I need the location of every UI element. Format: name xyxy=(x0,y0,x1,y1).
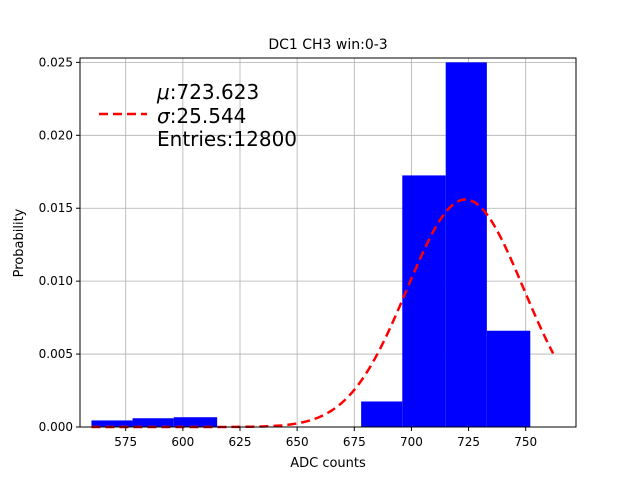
histogram-bar-2 xyxy=(174,417,217,427)
x-tick-label-5: 700 xyxy=(400,435,423,449)
y-tick-label-4: 0.020 xyxy=(39,128,73,142)
y-tick-label-3: 0.015 xyxy=(39,201,73,215)
y-tick-label-2: 0.010 xyxy=(39,274,73,288)
legend-mu-value: :723.623 xyxy=(170,80,259,104)
legend-mu-entry: μ:723.623 xyxy=(156,80,259,104)
chart-title: DC1 CH3 win:0-3 xyxy=(268,37,387,53)
legend-sigma-entry: σ:25.544 xyxy=(157,104,246,128)
y-tick-label-5: 0.025 xyxy=(39,55,73,69)
histogram-bar-10 xyxy=(487,331,530,427)
legend-sigma-value: :25.544 xyxy=(170,104,247,128)
x-tick-label-3: 650 xyxy=(286,435,309,449)
y-tick-label-1: 0.005 xyxy=(39,347,73,361)
x-tick-label-6: 725 xyxy=(457,435,480,449)
x-tick-label-1: 600 xyxy=(171,435,194,449)
histogram-bar-8 xyxy=(402,175,445,427)
x-tick-label-2: 625 xyxy=(229,435,252,449)
y-axis-label: Probability xyxy=(12,208,27,277)
histogram-bar-1 xyxy=(133,418,174,427)
x-tick-label-7: 750 xyxy=(514,435,537,449)
histogram-bar-7 xyxy=(361,401,402,427)
histogram-bar-9 xyxy=(446,62,487,427)
x-tick-label-4: 675 xyxy=(343,435,366,449)
legend-mu-symbol: μ xyxy=(156,80,170,104)
legend-entries-value: Entries:12800 xyxy=(157,127,297,151)
y-tick-label-0: 0.000 xyxy=(39,420,73,434)
x-axis-label: ADC counts xyxy=(290,456,366,471)
legend-entries-entry: Entries:12800 xyxy=(157,127,297,151)
x-tick-label-0: 575 xyxy=(114,435,137,449)
